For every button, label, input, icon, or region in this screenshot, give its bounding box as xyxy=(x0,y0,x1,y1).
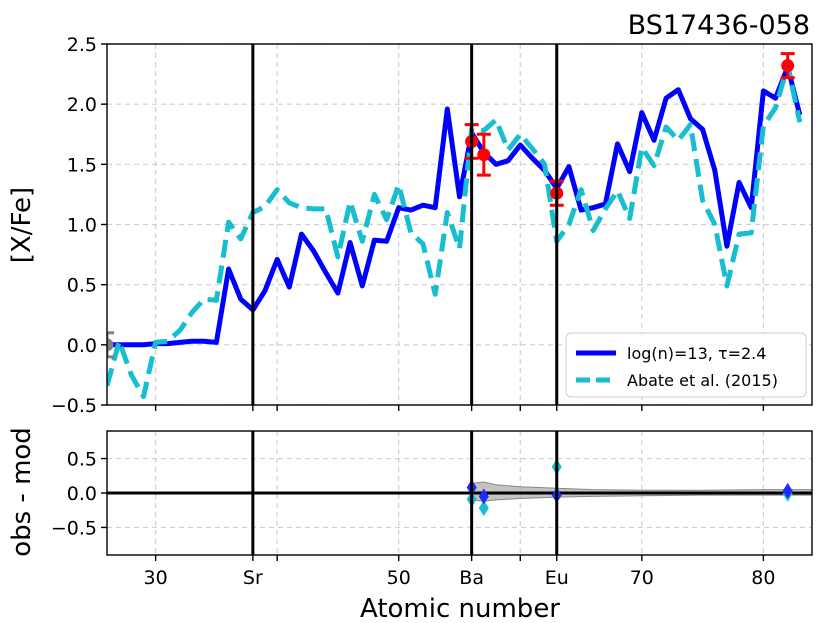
top-y-tick-label: 1.0 xyxy=(67,215,97,237)
x-tick-label: 80 xyxy=(751,567,775,589)
residual-model-marker xyxy=(478,488,489,505)
observation-marker xyxy=(781,59,795,73)
series-line-model xyxy=(107,64,803,348)
top-panel: −0.5 0.0 0.5 1.0 1.5 2.0 2.5 xyxy=(51,34,813,417)
top-y-tick-label: 2.0 xyxy=(67,94,97,116)
bottom-y-tick-label: −0.5 xyxy=(51,517,97,539)
residual-abate-marker xyxy=(478,500,489,517)
observation-point xyxy=(107,331,114,359)
bottom-ylabel: obs - mod xyxy=(7,427,37,557)
top-ylabel: [X/Fe] xyxy=(7,187,37,263)
bottom-y-tick-label: 0.5 xyxy=(67,449,97,471)
observation-marker xyxy=(477,148,491,162)
x-tick-label: 70 xyxy=(630,567,654,589)
legend-label-model: log(n)=13, τ=2.4 xyxy=(627,344,766,363)
x-tick-label: 50 xyxy=(387,567,411,589)
observation-marker xyxy=(107,338,114,352)
top-y-tick-label: 1.5 xyxy=(67,154,97,176)
x-tick-label: Ba xyxy=(459,567,484,589)
top-y-tick-label: 2.5 xyxy=(67,34,97,56)
bottom-panel: −0.5 0.0 0.5 30 Sr 50 Ba Eu 70 80 xyxy=(51,430,813,589)
chart-title: BS17436-058 xyxy=(628,10,810,41)
bottom-y-tick-label: 0.0 xyxy=(67,483,97,505)
x-tick-label: Sr xyxy=(243,567,263,589)
legend-box xyxy=(565,332,807,398)
residual-model-marker xyxy=(782,482,793,499)
x-tick-label: 30 xyxy=(144,567,168,589)
top-y-tick-label: −0.5 xyxy=(51,395,97,417)
observation-point xyxy=(476,132,491,177)
x-axis-label: Atomic number xyxy=(360,594,560,623)
bottom-plot-area xyxy=(107,458,812,517)
legend-label-abate: Abate et al. (2015) xyxy=(627,371,778,390)
top-y-tick-label: 0.0 xyxy=(67,335,97,357)
series-line-abate xyxy=(107,63,803,400)
observation-point xyxy=(780,52,795,80)
legend: log(n)=13, τ=2.4 Abate et al. (2015) xyxy=(565,332,807,398)
x-tick-label: Eu xyxy=(545,567,569,589)
top-y-tick-label: 0.5 xyxy=(67,275,97,297)
